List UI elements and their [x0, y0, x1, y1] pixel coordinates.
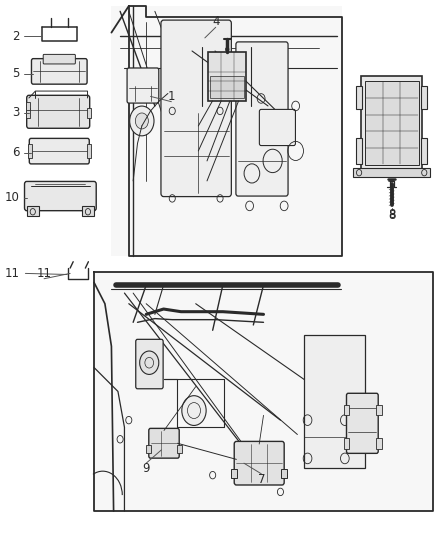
Bar — [27, 206, 39, 216]
Text: 5: 5 — [12, 67, 19, 80]
Text: 7: 7 — [258, 473, 265, 486]
Text: 3: 3 — [12, 107, 19, 119]
Bar — [208, 52, 247, 101]
Circle shape — [135, 113, 148, 129]
FancyBboxPatch shape — [161, 20, 231, 197]
Bar — [377, 438, 381, 449]
Bar — [177, 446, 182, 454]
Bar — [421, 138, 427, 164]
Bar — [82, 206, 94, 216]
Bar — [87, 108, 91, 118]
FancyBboxPatch shape — [234, 441, 284, 485]
Ellipse shape — [266, 455, 281, 481]
Bar — [94, 272, 433, 511]
Bar — [421, 86, 427, 109]
Text: 8: 8 — [388, 209, 396, 222]
FancyBboxPatch shape — [127, 68, 159, 103]
Text: 2: 2 — [12, 30, 19, 43]
Bar — [26, 102, 30, 110]
Bar — [356, 138, 362, 164]
Bar — [304, 335, 365, 468]
Bar — [361, 76, 422, 169]
Circle shape — [140, 351, 159, 374]
Circle shape — [182, 395, 206, 425]
Bar — [344, 438, 349, 449]
FancyBboxPatch shape — [43, 54, 75, 64]
Circle shape — [130, 106, 154, 136]
Text: 1: 1 — [168, 90, 175, 103]
FancyBboxPatch shape — [259, 109, 296, 146]
FancyBboxPatch shape — [29, 139, 89, 164]
Bar — [26, 108, 30, 118]
FancyBboxPatch shape — [136, 340, 163, 389]
Bar — [231, 469, 237, 478]
Text: 9: 9 — [142, 462, 150, 475]
FancyBboxPatch shape — [236, 42, 288, 196]
Bar — [353, 168, 430, 177]
Circle shape — [226, 47, 229, 52]
Text: 8: 8 — [388, 208, 396, 221]
Bar — [344, 405, 349, 415]
FancyBboxPatch shape — [32, 59, 87, 84]
Text: 6: 6 — [12, 146, 19, 159]
Bar — [87, 144, 91, 158]
Text: 11: 11 — [37, 267, 52, 280]
Text: 4: 4 — [212, 15, 219, 28]
Bar — [28, 144, 32, 158]
Bar — [210, 76, 244, 98]
FancyBboxPatch shape — [346, 393, 378, 454]
FancyBboxPatch shape — [25, 181, 96, 211]
Text: 11: 11 — [4, 267, 19, 280]
Bar — [146, 446, 152, 454]
Text: 10: 10 — [4, 191, 19, 205]
FancyBboxPatch shape — [149, 429, 179, 458]
Bar — [365, 80, 419, 165]
Bar — [356, 86, 362, 109]
FancyBboxPatch shape — [27, 95, 90, 128]
Bar — [111, 6, 342, 256]
Bar — [281, 469, 287, 478]
Bar — [377, 405, 381, 415]
